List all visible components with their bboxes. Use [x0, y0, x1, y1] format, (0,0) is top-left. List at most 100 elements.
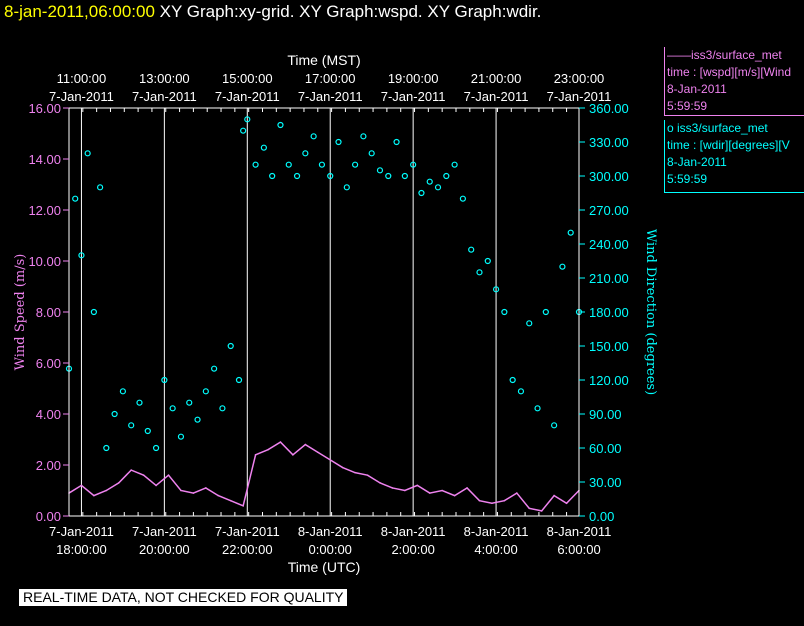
wspd-point	[229, 499, 232, 502]
bottom-tick-date: 8-Jan-2011	[298, 524, 363, 539]
legend-wdir-date: 8-Jan-2011	[667, 155, 727, 169]
wspd-point	[304, 443, 307, 446]
top-tick-date: 7-Jan-2011	[132, 89, 197, 104]
wspd-point	[478, 499, 481, 502]
wspd-point	[267, 448, 269, 451]
wdir-point	[393, 138, 400, 146]
wspd-point	[565, 502, 568, 505]
wdir-point	[484, 257, 491, 265]
left-tick-label: 10.00	[28, 254, 61, 269]
left-tick-label: 8.00	[36, 305, 61, 320]
top-tick-date: 7-Jan-2011	[547, 89, 612, 104]
wdir-point	[434, 184, 442, 191]
wdir-point	[285, 161, 292, 168]
top-tick-time: 21:00:00	[471, 71, 522, 86]
bottom-tick-time: 20:00:00	[139, 542, 190, 557]
legend-wspd-time: 5:59:59	[667, 99, 708, 113]
wdir-point	[90, 308, 97, 316]
wdir-point	[111, 410, 118, 418]
wspd-line	[68, 441, 580, 512]
wdir-point	[501, 308, 508, 316]
wdir-point	[476, 269, 483, 276]
legend-wspd-variable: time : [wspd][m/s][Wind	[667, 65, 792, 79]
wdir-point	[335, 138, 342, 146]
wspd-point	[155, 484, 157, 487]
right-tick-label: 150.00	[589, 339, 629, 354]
legend-wspd-date: 8-Jan-2011	[667, 82, 727, 96]
wdir-point	[202, 388, 209, 395]
legend-wind-direction: o iss3/surface_met time : [wdir][degrees…	[664, 120, 804, 193]
wspd-point	[167, 474, 170, 477]
wdir-point	[443, 172, 450, 180]
wdir-point	[351, 161, 359, 168]
wspd-point	[503, 499, 506, 502]
wdir-point	[468, 246, 475, 253]
wspd-point	[528, 507, 531, 510]
right-tick-label: 60.00	[589, 441, 622, 456]
wdir-point	[551, 422, 558, 429]
left-tick-label: 16.00	[28, 101, 61, 116]
wdir-point	[144, 427, 151, 435]
right-tick-label: 360.00	[589, 101, 629, 116]
wspd-point	[540, 510, 543, 512]
top-tick-time: 23:00:00	[554, 71, 605, 86]
wdir-point	[509, 376, 516, 384]
axes: 11:00:00 7-Jan-2011 7-Jan-2011 18:00:00 13:0…	[13, 52, 658, 575]
right-tick-label: 0.00	[589, 509, 614, 524]
wdir-point	[161, 376, 168, 384]
wdir-point	[103, 444, 110, 452]
wdir-point	[293, 172, 301, 180]
wspd-point	[217, 494, 220, 497]
wdir-point	[360, 133, 367, 140]
top-axis-label: Time (MST)	[287, 52, 360, 68]
wspd-point	[292, 454, 294, 456]
wdir-point	[136, 399, 143, 406]
bottom-tick-time: 2:00:00	[391, 542, 434, 557]
wspd-point	[117, 482, 120, 484]
left-tick-label: 12.00	[28, 203, 61, 218]
legend-wspd-name: ——iss3/surface_met	[667, 48, 782, 62]
wdir-point	[78, 252, 85, 259]
wdir-point	[492, 286, 500, 293]
wdir-point	[177, 433, 185, 440]
wdir-point	[260, 144, 267, 151]
wdir-point	[542, 308, 549, 316]
wspd-point	[316, 451, 319, 454]
wind-direction-series	[65, 116, 583, 452]
quality-notice: REAL-TIME DATA, NOT CHECKED FOR QUALITY	[19, 589, 348, 606]
wspd-point	[354, 471, 356, 474]
wdir-point	[376, 167, 384, 174]
plot-frame	[68, 107, 580, 517]
wdir-point	[567, 229, 574, 236]
left-tick-label: 4.00	[36, 407, 61, 422]
left-tick-label: 14.00	[28, 152, 61, 167]
wspd-point	[404, 489, 406, 492]
wspd-point	[366, 474, 369, 477]
wdir-point	[152, 444, 160, 452]
wspd-point	[279, 441, 282, 443]
wspd-point	[466, 487, 468, 489]
wspd-point	[329, 459, 332, 461]
bottom-tick-date: 7-Jan-2011	[215, 524, 280, 539]
wdir-point	[410, 161, 417, 168]
wdir-point	[194, 416, 201, 423]
wdir-point	[418, 189, 425, 197]
wdir-point	[169, 405, 176, 412]
wspd-point	[441, 489, 443, 492]
top-tick-time: 19:00:00	[388, 71, 439, 86]
wspd-point	[180, 489, 182, 492]
wdir-point	[277, 121, 284, 129]
wdir-point	[96, 184, 104, 191]
left-axis-label: Wind Speed (m/s)	[13, 254, 28, 371]
wdir-point	[517, 388, 525, 395]
wspd-point	[428, 492, 431, 494]
right-axis-label: Wind Direction (degrees)	[643, 229, 658, 395]
right-tick-label: 240.00	[589, 237, 629, 252]
wspd-point	[105, 489, 108, 492]
wdir-point	[559, 263, 566, 270]
wspd-point	[453, 494, 456, 497]
top-tick-time: 11:00:00	[57, 71, 107, 86]
left-tick-label: 2.00	[36, 458, 61, 473]
wdir-point	[211, 365, 218, 372]
